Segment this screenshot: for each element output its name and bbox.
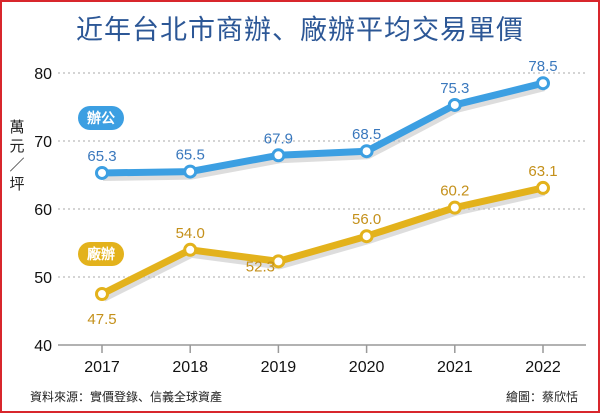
data-point bbox=[359, 229, 374, 244]
x-tick-label: 2018 bbox=[172, 359, 208, 376]
data-point bbox=[447, 97, 462, 112]
y-tick-label: 60 bbox=[34, 202, 52, 219]
chart-title: 近年台北市商辦、廠辦平均交易單價 bbox=[76, 15, 524, 46]
y-tick-label: 40 bbox=[34, 338, 52, 355]
data-point bbox=[536, 76, 550, 91]
data-label: 68.5 bbox=[352, 126, 381, 143]
y-tick-label: 70 bbox=[34, 134, 52, 151]
data-label: 78.5 bbox=[528, 58, 557, 75]
y-tick-label: 50 bbox=[34, 270, 52, 287]
data-label: 67.9 bbox=[264, 130, 293, 147]
series-line-factory bbox=[100, 184, 544, 298]
data-point bbox=[359, 144, 374, 159]
series-line-office bbox=[101, 79, 544, 177]
credit-note: 繪圖：蔡欣恬 bbox=[505, 390, 578, 404]
legend-label: 廠辦 bbox=[87, 246, 115, 263]
y-tick-label: 80 bbox=[34, 66, 52, 83]
data-point bbox=[183, 242, 198, 257]
x-tick-label: 2020 bbox=[349, 359, 385, 376]
data-point bbox=[183, 164, 198, 179]
data-point bbox=[271, 254, 286, 269]
data-label: 52.3 bbox=[246, 258, 275, 275]
data-label: 65.5 bbox=[176, 147, 205, 164]
series-shadow bbox=[100, 186, 546, 302]
source-note: 資料來源：實價登錄、信義全球資產 bbox=[30, 390, 223, 404]
y-axis-label: 萬元／坪 bbox=[9, 118, 25, 193]
data-point bbox=[536, 180, 550, 195]
data-label: 63.1 bbox=[528, 163, 557, 180]
data-label: 54.0 bbox=[176, 225, 205, 242]
x-tick-label: 2019 bbox=[261, 359, 297, 376]
data-label: 47.5 bbox=[87, 311, 116, 328]
data-point bbox=[447, 200, 462, 215]
x-tick-label: 2022 bbox=[525, 359, 561, 376]
data-label: 65.3 bbox=[87, 148, 116, 165]
x-tick-label: 2021 bbox=[437, 359, 473, 376]
data-label: 60.2 bbox=[440, 183, 469, 200]
data-label: 56.0 bbox=[352, 211, 381, 228]
legend-badge bbox=[78, 106, 124, 130]
legend-label: 辦公 bbox=[87, 110, 115, 127]
legend-badge bbox=[78, 242, 124, 266]
data-label: 75.3 bbox=[440, 80, 469, 97]
data-point bbox=[271, 148, 286, 163]
data-point bbox=[95, 165, 109, 180]
data-point bbox=[95, 287, 109, 301]
x-tick-label: 2017 bbox=[84, 359, 120, 376]
